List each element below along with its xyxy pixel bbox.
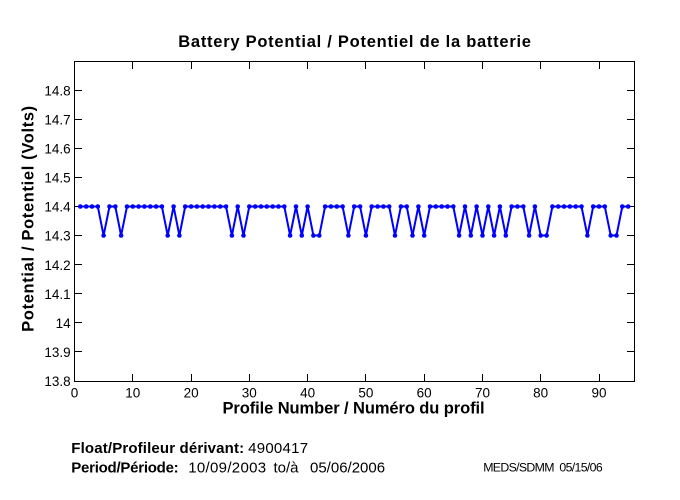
svg-text:14.1: 14.1: [44, 287, 70, 302]
svg-text:Float/Profileur dérivant:: Float/Profileur dérivant:: [71, 440, 244, 457]
svg-text:50: 50: [358, 385, 373, 400]
svg-text:10: 10: [125, 385, 140, 400]
svg-text:14: 14: [56, 316, 72, 331]
svg-text:14.5: 14.5: [44, 171, 70, 186]
svg-text:Profile Number / Numéro du pro: Profile Number / Numéro du profil: [223, 400, 485, 418]
svg-text:80: 80: [533, 385, 548, 400]
svg-text:14.3: 14.3: [44, 229, 70, 244]
svg-text:to/à: to/à: [274, 460, 300, 477]
svg-text:90: 90: [591, 385, 606, 400]
svg-text:60: 60: [417, 385, 432, 400]
svg-text:14.7: 14.7: [44, 112, 70, 127]
svg-text:14.2: 14.2: [44, 258, 70, 273]
svg-text:40: 40: [300, 385, 315, 400]
svg-text:0: 0: [71, 385, 79, 400]
svg-text:10/09/2003: 10/09/2003: [188, 460, 266, 477]
svg-text:13.9: 13.9: [44, 345, 70, 360]
svg-text:4900417: 4900417: [248, 440, 308, 457]
svg-text:05/06/2006: 05/06/2006: [310, 460, 385, 477]
svg-text:30: 30: [242, 385, 257, 400]
svg-text:20: 20: [184, 385, 199, 400]
svg-text:14.4: 14.4: [44, 200, 71, 215]
svg-text:Battery Potential / Potentiel: Battery Potential / Potentiel de la batt…: [178, 33, 531, 51]
svg-text:13.8: 13.8: [44, 374, 70, 389]
svg-text:MEDS/SDMM 05/15/06: MEDS/SDMM 05/15/06: [483, 461, 603, 475]
svg-text:Period/Période:: Period/Période:: [71, 460, 178, 477]
svg-text:14.8: 14.8: [44, 83, 70, 98]
svg-text:14.6: 14.6: [44, 142, 70, 157]
svg-text:Potential / Potentiel (Volts): Potential / Potentiel (Volts): [20, 105, 38, 332]
svg-text:70: 70: [475, 385, 490, 400]
